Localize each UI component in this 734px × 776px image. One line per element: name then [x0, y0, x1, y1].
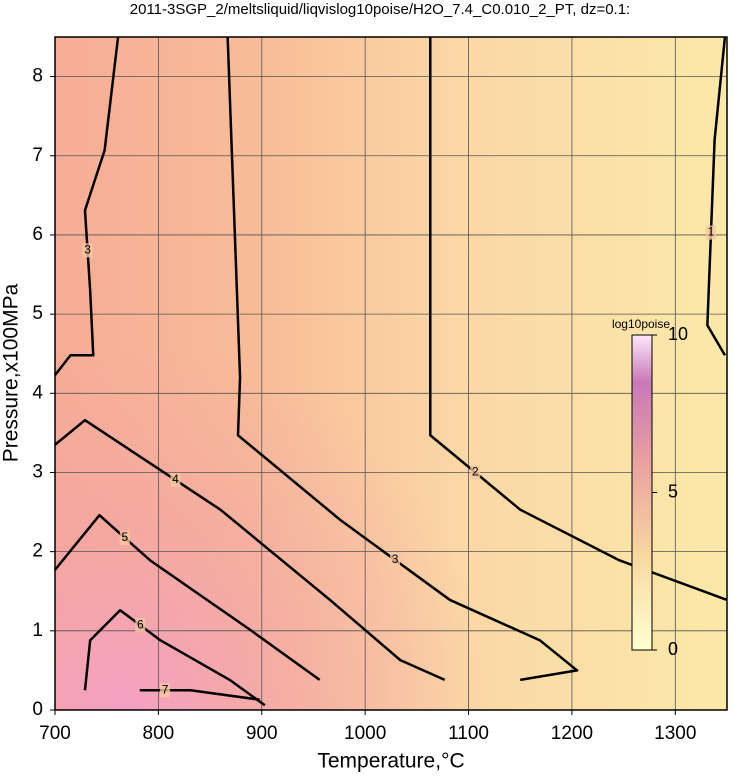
contour-line — [54, 36, 120, 376]
contour-label: 7 — [162, 682, 169, 696]
x-tick-label: 700 — [39, 723, 71, 744]
contour-label-bg — [390, 552, 401, 567]
colorbar-label: log10poise — [612, 317, 670, 331]
contour-label: 5 — [121, 530, 128, 544]
contour-line — [429, 37, 728, 602]
y-tick-label: 2 — [32, 541, 43, 562]
contour-label-bg — [470, 465, 481, 480]
contour-label-bg — [135, 618, 146, 633]
contour-label-bg — [160, 683, 171, 698]
y-tick-label: 5 — [32, 303, 43, 324]
y-tick-label: 6 — [32, 224, 43, 245]
chart-title: 2011-3SGP_2/meltsliquid/liqvislog10poise… — [130, 1, 630, 18]
y-tick-label: 4 — [32, 382, 43, 403]
x-tick-label: 1100 — [448, 723, 489, 744]
contour-label-bg — [119, 530, 130, 545]
contour-line — [54, 418, 446, 682]
x-tick-label: 800 — [143, 723, 175, 744]
x-tick-label: 1200 — [551, 723, 593, 744]
contour-line — [139, 688, 260, 701]
contour-label: 3 — [84, 243, 91, 257]
contour-line — [54, 513, 321, 681]
colorbar — [631, 334, 653, 651]
contour-label-bg — [170, 472, 181, 487]
y-tick-label: 8 — [32, 66, 43, 87]
contour-label: 4 — [172, 472, 179, 486]
y-tick-label: 3 — [32, 461, 43, 482]
colorbar-tick-label: 5 — [668, 481, 678, 501]
y-tick-label: 0 — [32, 699, 43, 720]
y-tick-label: 1 — [32, 620, 43, 641]
colorbar-tick-label: 0 — [668, 639, 678, 659]
plot-frame — [54, 36, 728, 711]
x-axis-label: Temperature,°C — [317, 750, 464, 773]
contour-label: 1 — [708, 225, 715, 239]
y-axis-label: Pressure,x100MPa — [0, 283, 23, 462]
contour-label: 6 — [137, 617, 144, 631]
contour-label-bg — [82, 243, 93, 258]
contour-label: 2 — [472, 465, 479, 479]
colorbar-tick-label: 10 — [668, 324, 688, 344]
x-tick-label: 900 — [246, 723, 278, 744]
plot-shading — [55, 37, 727, 710]
contour-label-bg — [705, 225, 716, 240]
x-tick-label: 1000 — [344, 723, 386, 744]
x-tick-label: 1300 — [654, 723, 696, 744]
y-tick-label: 7 — [32, 145, 43, 166]
contour-label: 3 — [392, 552, 399, 566]
